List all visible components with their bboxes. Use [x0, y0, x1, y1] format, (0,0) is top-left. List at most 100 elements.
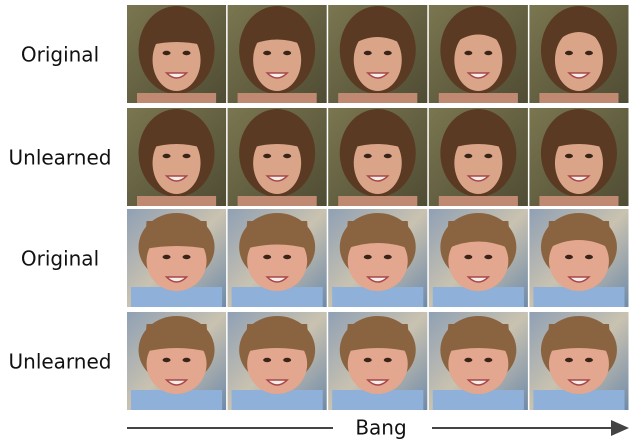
- row-label: Original: [21, 43, 99, 67]
- mouth: [567, 276, 591, 283]
- eye: [464, 254, 473, 260]
- face: [448, 231, 509, 291]
- face: [152, 132, 201, 194]
- eye: [464, 357, 473, 363]
- shoulders: [137, 93, 217, 103]
- eye: [383, 153, 392, 159]
- axis-label: Bang: [355, 416, 406, 440]
- face-image: [529, 209, 629, 307]
- face-image: [127, 5, 227, 103]
- face-image: [227, 209, 327, 307]
- row-label: Unlearned: [9, 146, 112, 170]
- eye: [283, 153, 292, 159]
- bangs: [251, 126, 304, 148]
- mouth: [365, 72, 390, 79]
- shirt: [131, 390, 223, 410]
- image-grid: [127, 5, 629, 410]
- shirt: [533, 287, 625, 307]
- eye: [584, 50, 593, 56]
- eye: [182, 254, 191, 260]
- eye: [564, 254, 573, 260]
- face-image: [328, 209, 428, 307]
- bangs: [150, 23, 203, 45]
- shoulders: [237, 93, 317, 103]
- mouth: [466, 379, 491, 386]
- face: [253, 132, 302, 194]
- face: [548, 231, 609, 291]
- mouth: [164, 72, 189, 79]
- eye: [464, 50, 473, 56]
- eye: [363, 153, 372, 159]
- eye: [182, 50, 191, 56]
- bangs: [345, 324, 410, 352]
- eye: [263, 50, 272, 56]
- shoulders: [237, 196, 317, 206]
- face-image: [529, 312, 629, 410]
- bangs: [546, 221, 611, 249]
- face: [146, 334, 207, 394]
- bangs: [150, 126, 203, 148]
- shoulders: [539, 196, 619, 206]
- row-label: Unlearned: [9, 350, 112, 374]
- eye: [584, 153, 593, 159]
- face-image: [328, 312, 428, 410]
- face-image: [428, 209, 528, 307]
- shirt: [332, 287, 424, 307]
- mouth: [265, 379, 289, 386]
- bangs: [552, 23, 605, 45]
- eye: [383, 50, 392, 56]
- mouth: [567, 379, 591, 386]
- bangs: [245, 221, 310, 249]
- face: [353, 132, 402, 194]
- bangs: [245, 324, 310, 352]
- bangs: [345, 221, 410, 249]
- face-image: [328, 5, 428, 103]
- eye: [484, 153, 493, 159]
- bangs: [144, 221, 209, 249]
- face: [548, 334, 609, 394]
- face-image: [227, 108, 327, 206]
- mouth: [164, 379, 189, 386]
- shoulders: [338, 93, 418, 103]
- face-image: [428, 5, 528, 103]
- eye: [283, 50, 292, 56]
- face: [253, 29, 302, 91]
- face: [554, 132, 603, 194]
- bangs: [144, 324, 209, 352]
- bangs: [251, 23, 304, 45]
- mouth: [265, 72, 289, 79]
- bangs: [351, 23, 404, 45]
- eye: [564, 153, 573, 159]
- face-image: [127, 108, 227, 206]
- mouth: [466, 276, 491, 283]
- row-label: Original: [21, 247, 99, 271]
- face: [347, 334, 408, 394]
- mouth: [164, 175, 189, 182]
- shoulders: [438, 93, 518, 103]
- mouth: [365, 175, 390, 182]
- face: [247, 334, 308, 394]
- eye: [263, 254, 272, 260]
- eye: [363, 50, 372, 56]
- eye: [584, 357, 593, 363]
- mouth: [466, 72, 491, 79]
- mouth: [567, 175, 591, 182]
- eye: [263, 153, 272, 159]
- face: [353, 29, 402, 91]
- face-image: [127, 209, 227, 307]
- eye: [283, 357, 292, 363]
- face-image: [227, 312, 327, 410]
- eye: [162, 50, 171, 56]
- bangs: [351, 126, 404, 148]
- face: [347, 231, 408, 291]
- bangs: [446, 221, 511, 249]
- eye: [283, 254, 292, 260]
- face: [247, 231, 308, 291]
- face-image: [428, 312, 528, 410]
- eye: [263, 357, 272, 363]
- shirt: [231, 390, 323, 410]
- eye: [383, 254, 392, 260]
- shirt: [432, 287, 524, 307]
- shoulders: [338, 196, 418, 206]
